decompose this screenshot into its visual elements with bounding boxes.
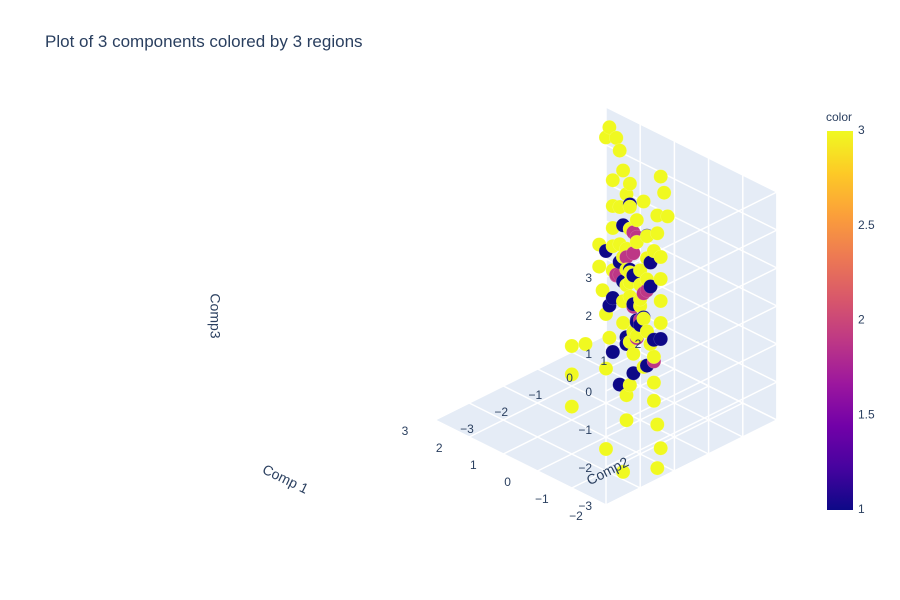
y-tick-label: 0 bbox=[566, 371, 573, 385]
data-point bbox=[622, 176, 638, 191]
z-tick-label: −2 bbox=[578, 461, 592, 475]
data-point bbox=[595, 283, 610, 298]
grid-line-z-left bbox=[605, 191, 778, 278]
colorbar-title: color bbox=[826, 110, 852, 124]
x-tick-label: 0 bbox=[504, 475, 511, 489]
data-point bbox=[660, 209, 675, 224]
data-point bbox=[646, 375, 662, 390]
data-point bbox=[653, 440, 668, 456]
grid-line-z-left bbox=[605, 419, 778, 506]
x-axis-title: Comp 1 bbox=[260, 461, 311, 497]
data-point bbox=[578, 336, 593, 352]
grid-line-z-right bbox=[605, 106, 778, 193]
data-point bbox=[612, 143, 627, 158]
z-axis-title: Comp3 bbox=[207, 293, 223, 338]
data-point bbox=[598, 441, 614, 457]
data-point bbox=[636, 311, 651, 326]
data-point bbox=[609, 130, 624, 146]
y-tick-label: −3 bbox=[460, 422, 474, 436]
data-point bbox=[650, 226, 665, 241]
chart-title: Plot of 3 components colored by 3 region… bbox=[45, 32, 363, 51]
x-tick-label: −2 bbox=[569, 509, 583, 523]
data-point bbox=[646, 393, 662, 409]
z-tick-label: −3 bbox=[578, 499, 592, 513]
data-point bbox=[598, 361, 614, 376]
data-point bbox=[564, 399, 580, 414]
data-point bbox=[564, 367, 580, 382]
grid-line-y-floor bbox=[537, 368, 709, 455]
grid-line-y-floor bbox=[434, 419, 607, 506]
data-point bbox=[629, 212, 645, 228]
data-point bbox=[605, 172, 621, 188]
z-tick-label: −1 bbox=[578, 423, 592, 437]
data-point bbox=[646, 349, 662, 365]
data-point bbox=[653, 331, 668, 347]
colorbar-gradient bbox=[827, 131, 853, 510]
data-point bbox=[650, 460, 665, 476]
z-tick-label: 2 bbox=[585, 309, 592, 323]
colorbar-tick-label: 2 bbox=[858, 313, 865, 327]
data-point bbox=[619, 412, 634, 428]
data-point bbox=[622, 199, 638, 215]
data-point bbox=[626, 346, 641, 362]
data-point bbox=[615, 464, 631, 480]
colorbar: color 1 1.5 2 2.5 3 bbox=[826, 110, 875, 516]
grid-line-x-floor bbox=[503, 368, 675, 455]
data-point bbox=[564, 338, 580, 354]
grid-line-z-right bbox=[605, 182, 778, 269]
grid-line-z-left bbox=[605, 381, 778, 468]
x-tick-label: −1 bbox=[535, 492, 549, 506]
data-point bbox=[636, 194, 651, 209]
colorbar-tick-label: 1.5 bbox=[858, 407, 875, 421]
grid-line-y-floor bbox=[468, 402, 641, 489]
data-point bbox=[605, 344, 621, 360]
y-tick-label: −1 bbox=[529, 388, 543, 402]
data-point bbox=[653, 249, 668, 265]
x-tick-label: 2 bbox=[436, 441, 443, 455]
z-tick-label: 3 bbox=[585, 271, 592, 285]
data-point bbox=[615, 163, 631, 178]
data-point bbox=[591, 259, 607, 274]
data-point bbox=[626, 365, 641, 381]
data-point bbox=[602, 120, 617, 135]
colorbar-tick-label: 2.5 bbox=[858, 218, 875, 232]
grid-lines bbox=[434, 106, 778, 506]
colorbar-tick-label: 1 bbox=[858, 502, 865, 516]
grid-line-z-left bbox=[605, 343, 778, 430]
data-point bbox=[653, 293, 668, 309]
data-point bbox=[650, 417, 665, 432]
y-tick-label: 1 bbox=[600, 354, 607, 368]
grid-line-x-floor bbox=[537, 385, 709, 472]
grid-line-z-right bbox=[605, 144, 778, 231]
data-point bbox=[653, 271, 668, 287]
y-tick-label: 2 bbox=[635, 337, 642, 351]
x-tick-label: 1 bbox=[470, 458, 477, 472]
z-tick-label: 0 bbox=[585, 385, 592, 399]
data-point bbox=[653, 315, 668, 331]
data-points bbox=[564, 120, 675, 480]
colorbar-tick-label: 3 bbox=[858, 123, 865, 137]
grid-line-y-floor bbox=[503, 385, 675, 472]
z-tick-label: 1 bbox=[585, 347, 592, 361]
y-tick-label: −2 bbox=[494, 405, 508, 419]
data-point bbox=[602, 330, 617, 345]
x-tick-label: 3 bbox=[402, 424, 409, 438]
data-point bbox=[643, 279, 658, 294]
data-point bbox=[656, 185, 672, 200]
data-point bbox=[653, 169, 668, 184]
